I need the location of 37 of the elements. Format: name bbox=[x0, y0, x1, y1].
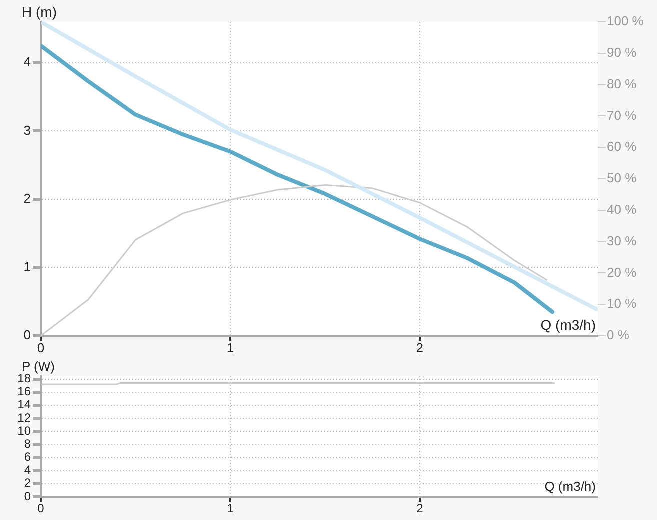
x-tick-label: 2 bbox=[416, 502, 424, 516]
y-tick-label: 6 bbox=[24, 450, 32, 464]
y-tick-label: 18 bbox=[18, 372, 32, 386]
y2-tick-label: 100 % bbox=[607, 14, 644, 29]
x-tick-label: 0 bbox=[38, 502, 45, 516]
x-axis-title: Q (m3/h) bbox=[544, 479, 596, 494]
y2-tick-label: 60 % bbox=[607, 139, 638, 154]
y2-tick-label: 0 % bbox=[607, 328, 630, 343]
x-tick-label: 0 bbox=[37, 340, 45, 356]
y-tick-label: 4 bbox=[24, 54, 31, 70]
y-axis-title: H (m) bbox=[22, 4, 57, 20]
y-tick-label: 1 bbox=[24, 259, 31, 274]
y-axis-title: P (W) bbox=[22, 359, 55, 374]
y-tick-label: 3 bbox=[24, 122, 31, 138]
y-tick-label: 12 bbox=[18, 410, 32, 425]
y-tick-label: 14 bbox=[18, 398, 32, 412]
y-tick-label: 10 bbox=[18, 424, 32, 438]
y-tick-label: 16 bbox=[18, 384, 32, 399]
y2-tick-label: 30 % bbox=[607, 233, 638, 248]
y2-tick-label: 10 % bbox=[607, 296, 638, 312]
y-tick-label: 2 bbox=[24, 476, 32, 490]
y-tick-label: 2 bbox=[24, 191, 31, 206]
y2-tick-label: 20 % bbox=[607, 264, 638, 280]
y-tick-label: 0 bbox=[24, 328, 31, 343]
y-tick-label: 4 bbox=[24, 463, 32, 478]
y2-tick-label: 90 % bbox=[607, 44, 638, 60]
y2-tick-label: 40 % bbox=[607, 202, 638, 217]
x-tick-label: 1 bbox=[226, 340, 234, 356]
x-tick-label: 1 bbox=[227, 502, 234, 516]
x-tick-label: 2 bbox=[416, 340, 424, 356]
y-tick-label: 8 bbox=[24, 436, 32, 451]
line-series bbox=[41, 22, 598, 312]
y-tick-label: 0 bbox=[24, 489, 32, 504]
y2-tick-label: 80 % bbox=[607, 76, 638, 92]
y2-tick-label: 70 % bbox=[607, 108, 638, 123]
x-axis-title: Q (m3/h) bbox=[540, 316, 596, 333]
y2-tick-label: 50 % bbox=[607, 170, 638, 186]
